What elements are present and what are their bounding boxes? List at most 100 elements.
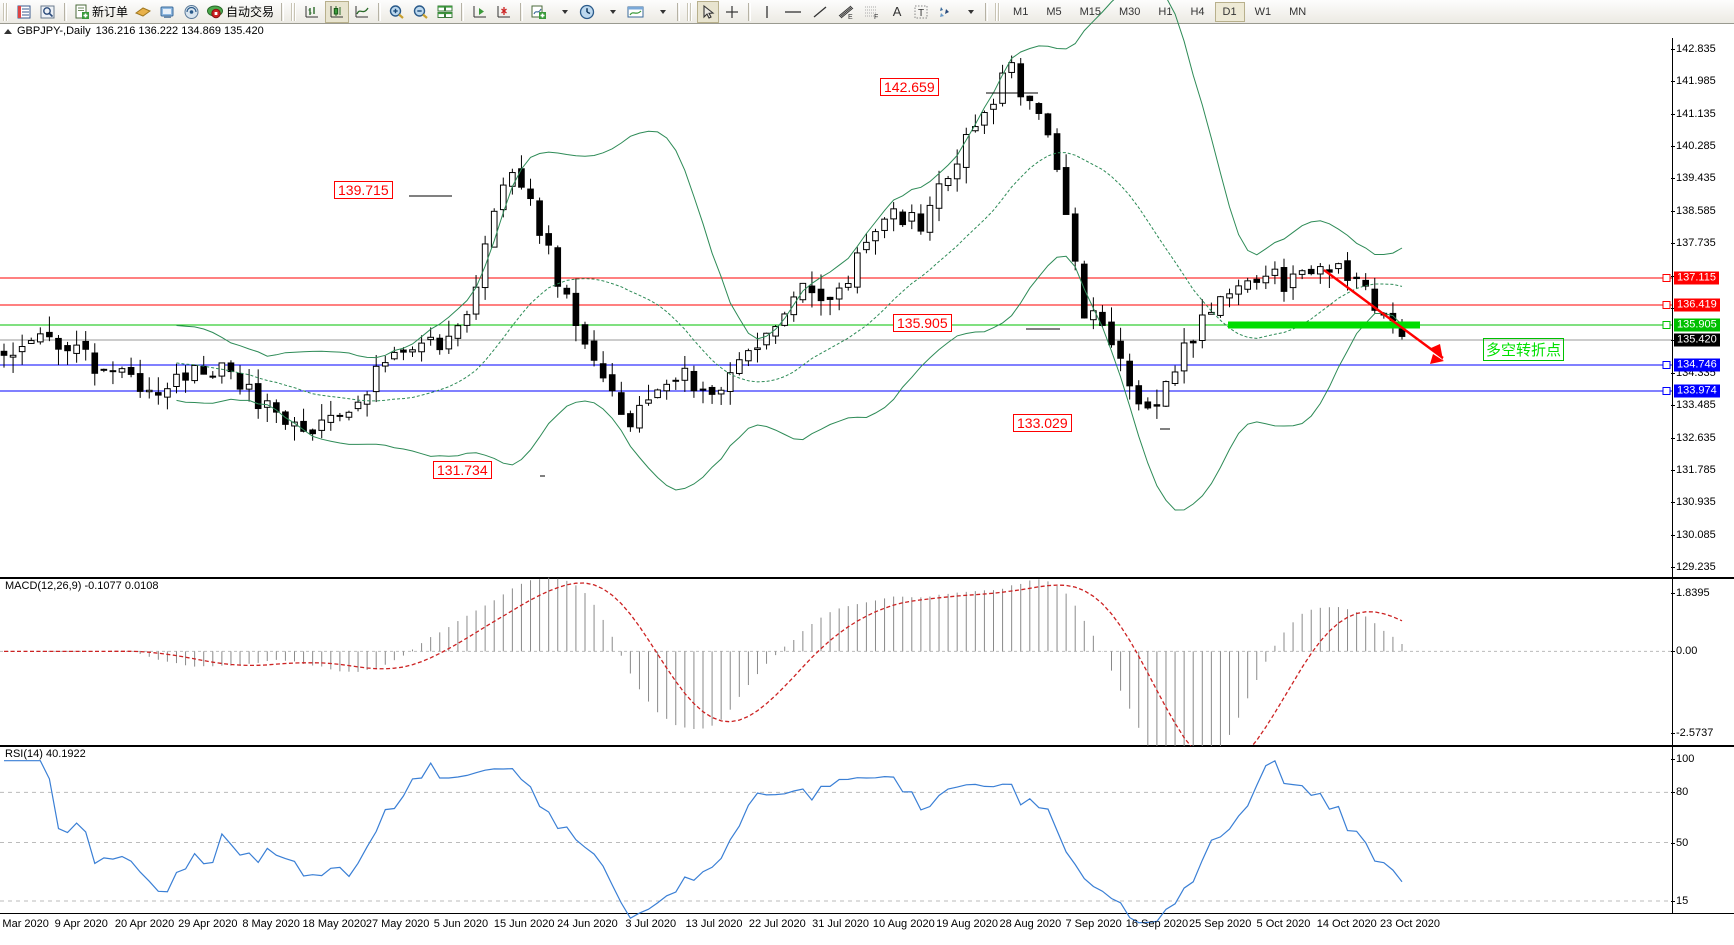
data-window-icon[interactable] (37, 1, 59, 23)
price-level-badge[interactable]: 134.746 (1674, 358, 1720, 372)
fibonacci-icon[interactable]: F (860, 1, 884, 23)
timeframe-m5[interactable]: M5 (1046, 5, 1062, 18)
chart-shift-icon[interactable] (493, 1, 515, 23)
candlestick-chart-icon[interactable] (325, 0, 350, 23)
timeframe-w1[interactable]: W1 (1254, 5, 1272, 18)
date-tick: 16 Sep 2020 (1125, 918, 1189, 930)
new-order-label: 新订单 (92, 5, 129, 19)
price-level-badge[interactable]: 136.419 (1674, 298, 1720, 312)
date-tick: 3 Jul 2020 (625, 918, 677, 930)
autotrading-button[interactable]: 自动交易 (204, 1, 276, 23)
price-level-badge[interactable]: 133.974 (1674, 384, 1720, 398)
cursor-icon[interactable] (697, 0, 720, 23)
date-tick: 27 May 2020 (365, 918, 430, 930)
date-tick: 20 Apr 2020 (114, 918, 175, 930)
price-tick: 132.635 (1671, 431, 1716, 444)
vertical-line-icon[interactable] (756, 1, 778, 23)
price-chart-svg (0, 0, 1672, 511)
svg-text:E: E (848, 14, 853, 20)
price-callout[interactable]: 135.905 (893, 314, 952, 332)
timeframe-mn[interactable]: MN (1289, 5, 1307, 18)
auto-scroll-icon[interactable] (469, 1, 491, 23)
mql5-community-icon[interactable] (132, 1, 154, 23)
rsi-tick: 15 (1670, 895, 1689, 907)
price-tick: 131.785 (1671, 463, 1716, 476)
date-tick: 24 Jun 2020 (557, 918, 618, 930)
bar-chart-icon[interactable] (301, 1, 323, 23)
line-chart-icon[interactable] (351, 1, 373, 23)
objects-dropdown-icon[interactable] (958, 1, 980, 23)
rsi-pane[interactable]: RSI(14) 40.1922 100 80 50 15 (0, 746, 1734, 924)
timeframe-h4[interactable]: H4 (1190, 5, 1205, 18)
autotrading-label: 自动交易 (226, 5, 275, 19)
signals-icon[interactable] (180, 1, 202, 23)
price-callout[interactable]: 142.659 (880, 78, 939, 96)
chart-symbol-header: GBPJPY-,Daily 136.216 136.222 134.869 13… (0, 24, 264, 38)
price-callout[interactable]: 133.029 (1013, 414, 1072, 432)
templates-dropdown-icon[interactable] (650, 1, 672, 23)
timeframe-m30[interactable]: M30 (1119, 5, 1141, 18)
toolbar-grip-2[interactable] (291, 2, 298, 21)
macd-tick: 0.00 (1670, 645, 1698, 658)
toolbar-grip-4[interactable] (995, 2, 1002, 21)
chart-collapse-icon[interactable] (4, 28, 12, 34)
rsi-axis-line (1672, 747, 1673, 913)
market-icon[interactable] (156, 1, 178, 23)
price-tick: 137.735 (1671, 237, 1716, 250)
crosshair-icon[interactable] (721, 1, 743, 23)
toolbar-grip-3[interactable] (687, 2, 694, 21)
date-tick: 13 Jul 2020 (685, 918, 743, 930)
main-toolbar: 新订单 自动交易 (0, 0, 1734, 24)
timeframe-m15[interactable]: M15 (1079, 5, 1101, 18)
price-tick: 130.085 (1671, 528, 1716, 541)
zoom-in-icon[interactable] (386, 1, 408, 23)
chart-symbol-label: GBPJPY-,Daily (17, 25, 91, 37)
indicators-icon[interactable] (528, 1, 550, 23)
timeframe-d1[interactable]: D1 (1214, 1, 1245, 22)
trendline-icon[interactable] (808, 1, 832, 23)
terminal-icon[interactable] (13, 1, 35, 23)
price-callout[interactable]: 139.715 (334, 181, 393, 199)
toolbar-grip[interactable] (3, 2, 9, 21)
price-level-badge[interactable]: 135.420 (1674, 333, 1720, 347)
date-tick: 23 Oct 2020 (1380, 918, 1440, 930)
price-tick: 141.985 (1671, 75, 1716, 88)
chart-ohlc-values: 136.216 136.222 134.869 135.420 (95, 25, 264, 37)
price-pane[interactable]: 142.835 141.985 141.135 140.285 139.435 138.5… (0, 0, 1734, 578)
svg-text:F: F (874, 14, 878, 20)
rsi-tick: 50 (1670, 836, 1689, 849)
price-level-badge[interactable]: 137.115 (1674, 271, 1719, 285)
price-tick: 130.935 (1671, 496, 1716, 509)
macd-pane[interactable]: MACD(12,26,9) -0.1077 0.0108 1.8395 0.00 -… (0, 577, 1734, 781)
date-tick: 28 Aug 2020 (999, 918, 1062, 930)
zoom-out-icon[interactable] (410, 1, 432, 23)
price-tick: 140.285 (1671, 140, 1716, 153)
objects-icon[interactable] (934, 1, 956, 23)
templates-icon[interactable] (624, 1, 648, 23)
new-order-button[interactable]: 新订单 (72, 1, 130, 23)
period-dropdown-icon[interactable] (600, 1, 622, 23)
price-callout[interactable]: 131.734 (433, 461, 492, 479)
price-tick: 129.235 (1671, 561, 1716, 574)
tile-windows-icon[interactable] (434, 1, 456, 23)
date-tick: 5 Oct 2020 (1256, 918, 1311, 930)
period-icon[interactable] (576, 1, 598, 23)
price-tick: 138.585 (1671, 204, 1716, 217)
date-tick: 7 Sep 2020 (1065, 918, 1122, 930)
text-icon[interactable]: A (892, 4, 902, 19)
text-label-icon[interactable]: T (910, 1, 932, 23)
horizontal-line-icon[interactable] (780, 1, 806, 23)
macd-label: MACD(12,26,9) -0.1077 0.0108 (3, 580, 161, 592)
equidistant-channel-icon[interactable]: E (834, 1, 858, 23)
rsi-tick: 100 (1670, 753, 1695, 765)
turning-point-annotation: 多空转折点 (1483, 338, 1565, 361)
timeframe-h1[interactable]: H1 (1158, 5, 1173, 18)
toolbar-separator-4 (461, 2, 465, 21)
indicators-dropdown-icon[interactable] (552, 1, 574, 23)
price-level-badge[interactable]: 135.905 (1674, 318, 1720, 332)
timeframe-m1[interactable]: M1 (1013, 5, 1029, 18)
rsi-chart-svg (0, 759, 1672, 924)
toolbar-separator-3 (378, 2, 382, 21)
